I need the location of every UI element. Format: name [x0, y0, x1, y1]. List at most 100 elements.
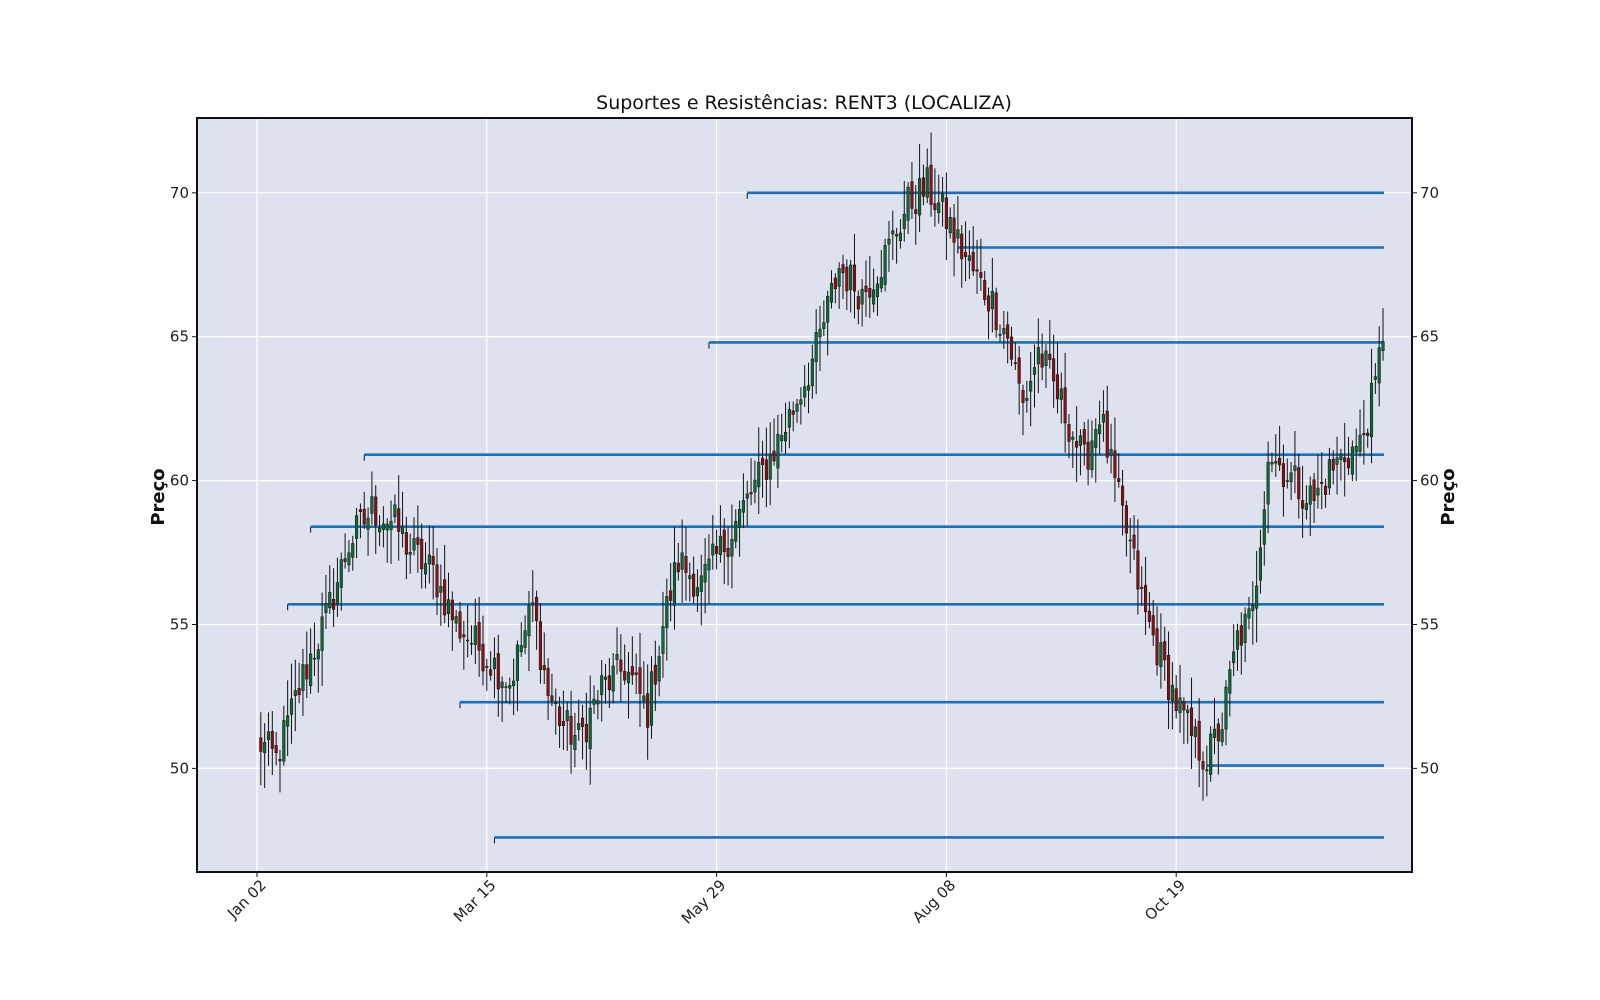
candle-up — [531, 602, 535, 605]
candle-down — [274, 745, 278, 754]
candle-up — [381, 523, 385, 530]
candle-up — [707, 558, 711, 571]
candle-up — [266, 731, 271, 741]
candle-up — [1209, 733, 1213, 775]
candle-up — [757, 462, 761, 488]
candle-down — [584, 723, 588, 743]
candle-up — [1358, 434, 1362, 452]
candle-down — [416, 537, 420, 545]
candle-down — [1166, 655, 1171, 701]
candle-down — [1132, 534, 1136, 549]
candle-up — [347, 552, 351, 566]
candle-up — [872, 289, 876, 305]
candle-up — [818, 328, 822, 338]
candle-down — [1144, 584, 1148, 613]
candle-up — [1032, 367, 1037, 375]
candle-up — [312, 658, 316, 660]
candle-up — [711, 543, 715, 556]
candle-down — [1278, 457, 1282, 466]
candle-down — [374, 496, 378, 526]
candle-up — [688, 575, 692, 580]
candle-up — [339, 559, 343, 588]
candle-up — [906, 186, 910, 221]
candle-up — [335, 582, 339, 605]
candle-up — [512, 680, 516, 687]
candle-down — [1105, 410, 1109, 458]
candle-up — [795, 403, 799, 412]
candle-up — [1059, 388, 1063, 400]
candle-up — [1090, 440, 1094, 471]
y-tick-label: 65 — [1420, 328, 1439, 346]
candle-down — [1312, 479, 1316, 502]
candle-up — [282, 720, 286, 762]
candle-down — [971, 251, 975, 272]
candle-down — [1013, 362, 1017, 364]
candle-up — [738, 508, 742, 528]
candle-down — [259, 737, 263, 752]
candle-down — [569, 715, 573, 745]
candle-down — [722, 529, 726, 552]
candle-up — [783, 431, 788, 442]
candle-up — [734, 520, 738, 542]
candle-down — [332, 598, 336, 610]
candle-up — [1101, 413, 1105, 423]
candle-down — [692, 573, 696, 597]
candle-down — [1052, 358, 1056, 382]
plot-background — [197, 118, 1412, 872]
candle-down — [634, 672, 638, 675]
candle-down — [535, 596, 539, 622]
candle-up — [1094, 429, 1098, 448]
candle-down — [715, 546, 719, 554]
candle-up — [753, 479, 757, 493]
candle-down — [450, 599, 454, 621]
candle-up — [1212, 728, 1217, 738]
candle-up — [1354, 445, 1358, 453]
candle-up — [1285, 480, 1289, 482]
candle-down — [1343, 457, 1347, 463]
candle-up — [849, 264, 853, 290]
candle-down — [477, 622, 481, 651]
candle-up — [393, 504, 397, 518]
x-tick-label: Mar 15 — [450, 876, 500, 926]
candle-up — [626, 671, 631, 684]
candle-down — [1017, 357, 1021, 384]
x-tick-label: Aug 08 — [909, 876, 959, 926]
candle-up — [293, 690, 297, 696]
chart-title: Suportes e Resistências: RENT3 (LOCALIZA… — [596, 92, 1012, 114]
candle-up — [439, 586, 443, 593]
candle-down — [1205, 769, 1209, 772]
plot-frame — [196, 117, 1413, 873]
candle-down — [772, 450, 776, 462]
candle-down — [684, 556, 688, 573]
candle-down — [1124, 505, 1128, 534]
candle-up — [1140, 586, 1144, 589]
candle-down — [481, 643, 485, 672]
candle-down — [841, 264, 845, 274]
candle-down — [358, 509, 362, 512]
candle-up — [454, 616, 458, 624]
candle-up — [1274, 461, 1278, 464]
candle-up — [316, 649, 320, 660]
candle-down — [1121, 485, 1125, 506]
candle-down — [638, 667, 642, 694]
candle-up — [1128, 539, 1132, 542]
candle-up — [879, 277, 883, 289]
candle-up — [810, 358, 814, 387]
candle-down — [1055, 374, 1060, 400]
candle-up — [565, 710, 569, 722]
candle-down — [910, 181, 914, 209]
y-tick-label: 50 — [1420, 759, 1439, 777]
candle-up — [1316, 487, 1320, 496]
candle-down — [1239, 625, 1243, 646]
x-tick-label: Jan 02 — [223, 876, 270, 923]
candle-up — [324, 603, 328, 613]
candle-up — [1304, 503, 1308, 511]
y-tick-label: 60 — [170, 472, 189, 490]
y-tick-label: 50 — [170, 759, 189, 777]
candle-down — [496, 653, 500, 690]
candle-up — [990, 291, 994, 310]
candle-up — [1381, 341, 1385, 351]
candle-up — [665, 596, 669, 629]
candle-up — [680, 552, 684, 570]
